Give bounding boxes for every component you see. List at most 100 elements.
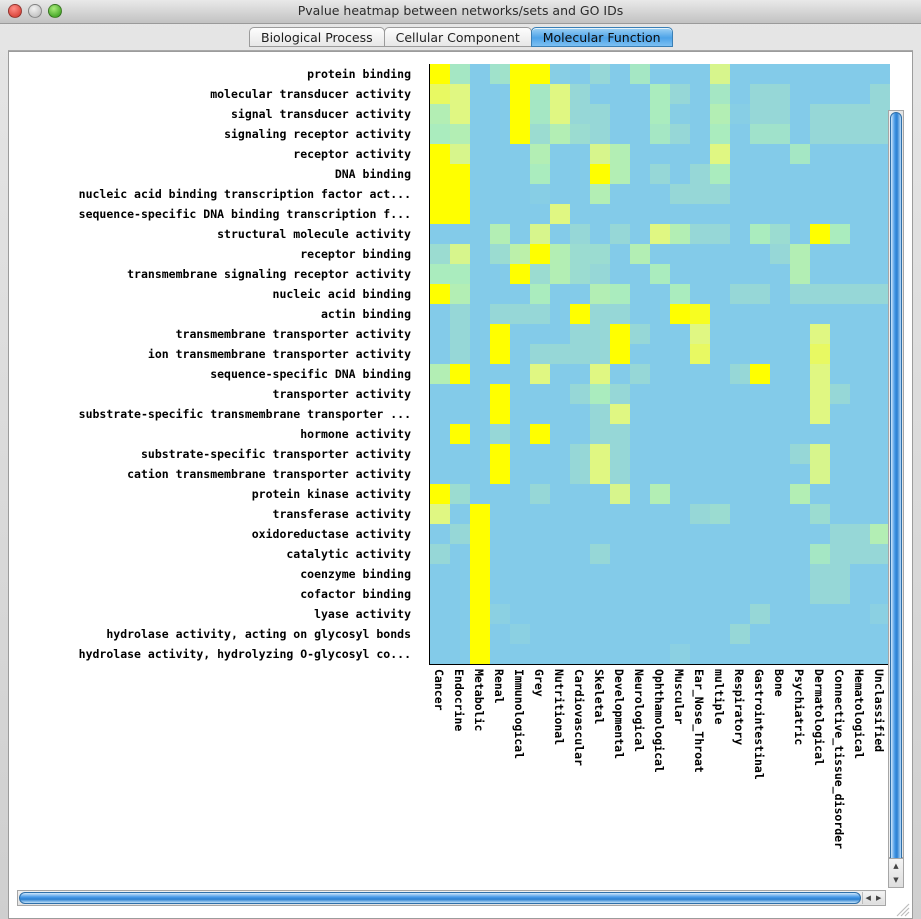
heatmap-cell[interactable]	[810, 584, 830, 604]
heatmap-cell[interactable]	[470, 284, 490, 304]
heatmap-cell[interactable]	[650, 244, 670, 264]
heatmap-cell[interactable]	[730, 444, 750, 464]
heatmap-cell[interactable]	[870, 224, 890, 244]
heatmap-cell[interactable]	[490, 344, 510, 364]
heatmap-cell[interactable]	[730, 604, 750, 624]
heatmap-cell[interactable]	[650, 604, 670, 624]
heatmap-cell[interactable]	[450, 164, 470, 184]
heatmap-cell[interactable]	[490, 264, 510, 284]
heatmap-cell[interactable]	[810, 224, 830, 244]
heatmap-cell[interactable]	[870, 304, 890, 324]
heatmap-cell[interactable]	[770, 244, 790, 264]
heatmap-cell[interactable]	[650, 304, 670, 324]
heatmap-cell[interactable]	[650, 224, 670, 244]
heatmap-cell[interactable]	[710, 584, 730, 604]
heatmap-cell[interactable]	[610, 424, 630, 444]
heatmap-cell[interactable]	[630, 404, 650, 424]
heatmap-cell[interactable]	[730, 564, 750, 584]
heatmap-cell[interactable]	[770, 364, 790, 384]
heatmap-cell[interactable]	[750, 644, 770, 664]
heatmap-cell[interactable]	[510, 184, 530, 204]
heatmap-cell[interactable]	[870, 364, 890, 384]
heatmap-cell[interactable]	[510, 224, 530, 244]
heatmap-cell[interactable]	[490, 184, 510, 204]
heatmap-cell[interactable]	[770, 444, 790, 464]
heatmap-cell[interactable]	[850, 344, 870, 364]
heatmap-cell[interactable]	[870, 624, 890, 644]
heatmap-cell[interactable]	[810, 304, 830, 324]
heatmap-cell[interactable]	[470, 604, 490, 624]
heatmap-cell[interactable]	[830, 624, 850, 644]
heatmap-cell[interactable]	[550, 524, 570, 544]
heatmap-cell[interactable]	[430, 104, 450, 124]
heatmap-cell[interactable]	[610, 544, 630, 564]
heatmap-cell[interactable]	[790, 484, 810, 504]
heatmap-cell[interactable]	[590, 624, 610, 644]
heatmap-cell[interactable]	[690, 184, 710, 204]
heatmap-cell[interactable]	[830, 404, 850, 424]
heatmap-cell[interactable]	[730, 204, 750, 224]
heatmap-cell[interactable]	[610, 464, 630, 484]
heatmap-cell[interactable]	[630, 624, 650, 644]
heatmap-cell[interactable]	[650, 544, 670, 564]
heatmap-cell[interactable]	[810, 324, 830, 344]
heatmap-cell[interactable]	[610, 364, 630, 384]
heatmap-cell[interactable]	[570, 444, 590, 464]
heatmap-cell[interactable]	[610, 484, 630, 504]
heatmap-cell[interactable]	[670, 304, 690, 324]
heatmap-cell[interactable]	[650, 64, 670, 84]
heatmap-cell[interactable]	[510, 584, 530, 604]
heatmap-cell[interactable]	[430, 584, 450, 604]
heatmap-cell[interactable]	[570, 324, 590, 344]
heatmap-cell[interactable]	[590, 604, 610, 624]
heatmap-cell[interactable]	[630, 484, 650, 504]
heatmap-cell[interactable]	[610, 144, 630, 164]
heatmap-cell[interactable]	[610, 244, 630, 264]
heatmap-cell[interactable]	[850, 164, 870, 184]
heatmap-cell[interactable]	[470, 324, 490, 344]
heatmap-cell[interactable]	[510, 124, 530, 144]
heatmap-cell[interactable]	[510, 284, 530, 304]
heatmap-cell[interactable]	[450, 284, 470, 304]
heatmap-cell[interactable]	[590, 84, 610, 104]
heatmap-cell[interactable]	[450, 124, 470, 144]
heatmap-cell[interactable]	[550, 284, 570, 304]
heatmap-cell[interactable]	[830, 444, 850, 464]
heatmap-cell[interactable]	[670, 364, 690, 384]
heatmap-cell[interactable]	[430, 84, 450, 104]
heatmap-cell[interactable]	[750, 604, 770, 624]
heatmap-cell[interactable]	[590, 524, 610, 544]
heatmap-cell[interactable]	[610, 324, 630, 344]
heatmap-cell[interactable]	[750, 384, 770, 404]
heatmap-cell[interactable]	[610, 604, 630, 624]
heatmap-cell[interactable]	[770, 484, 790, 504]
heatmap-cell[interactable]	[630, 244, 650, 264]
heatmap-cell[interactable]	[590, 104, 610, 124]
heatmap-cell[interactable]	[830, 524, 850, 544]
heatmap-cell[interactable]	[870, 524, 890, 544]
heatmap-cell[interactable]	[850, 444, 870, 464]
heatmap-cell[interactable]	[610, 304, 630, 324]
heatmap-cell[interactable]	[690, 224, 710, 244]
heatmap-cell[interactable]	[770, 284, 790, 304]
heatmap-cell[interactable]	[650, 144, 670, 164]
heatmap-cell[interactable]	[730, 584, 750, 604]
heatmap-cell[interactable]	[450, 264, 470, 284]
heatmap-cell[interactable]	[810, 504, 830, 524]
heatmap-cell[interactable]	[850, 564, 870, 584]
heatmap-cell[interactable]	[630, 164, 650, 184]
heatmap-cell[interactable]	[790, 644, 810, 664]
heatmap-cell[interactable]	[470, 224, 490, 244]
heatmap-cell[interactable]	[730, 64, 750, 84]
heatmap-cell[interactable]	[570, 424, 590, 444]
vertical-scrollbar-track[interactable]	[888, 110, 904, 882]
heatmap-cell[interactable]	[490, 544, 510, 564]
heatmap-cell[interactable]	[510, 84, 530, 104]
heatmap-cell[interactable]	[630, 564, 650, 584]
heatmap-cell[interactable]	[790, 204, 810, 224]
heatmap-cell[interactable]	[550, 104, 570, 124]
heatmap-cell[interactable]	[430, 364, 450, 384]
heatmap-cell[interactable]	[430, 544, 450, 564]
heatmap-cell[interactable]	[610, 444, 630, 464]
heatmap-cell[interactable]	[770, 204, 790, 224]
